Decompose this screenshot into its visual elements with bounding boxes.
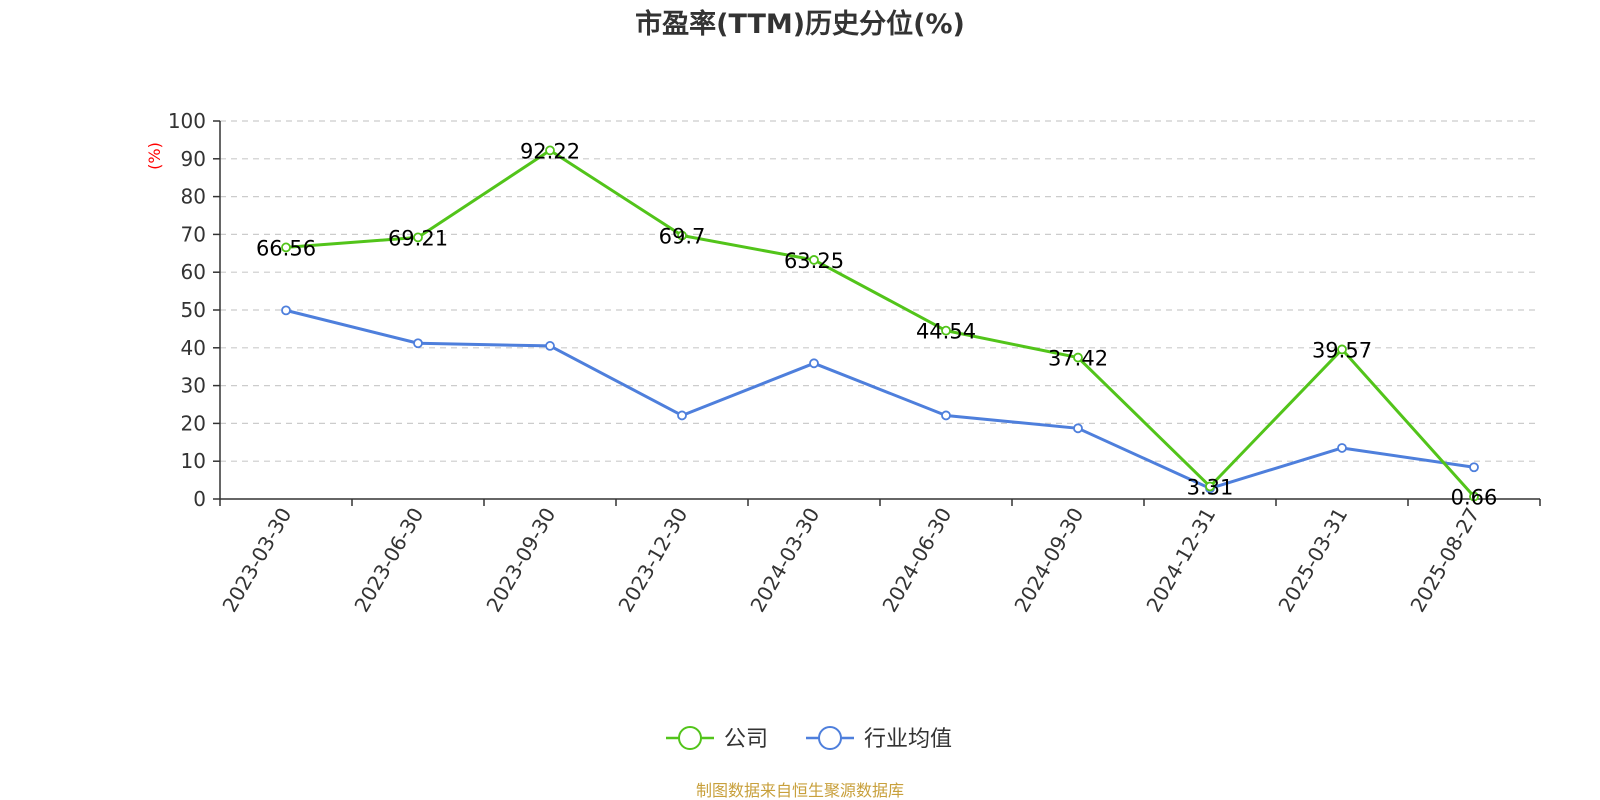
data-label: 69.21 [388, 226, 448, 250]
legend-label: 公司 [724, 727, 768, 752]
x-tick-label: 2023-03-30 [217, 504, 296, 617]
series-point-0 [281, 242, 291, 253]
legend[interactable]: 公司 行业均值 [666, 726, 952, 752]
x-tick-label: 2025-03-31 [1273, 504, 1352, 617]
y-tick-label: 0 [193, 487, 206, 511]
legend-item-1[interactable]: 行业均值 [806, 726, 952, 752]
x-axis: 2023-03-30 2023-06-30 2023-09-30 2023-12-30… [217, 498, 1541, 617]
y-tick-label: 40 [181, 336, 206, 360]
data-label: 44.54 [916, 320, 976, 344]
y-axis-label: (%) [145, 142, 164, 170]
data-labels: 66.56 69.21 92.22 69.7 63.25 44.54 37.42 3.31 39… [256, 139, 1497, 509]
series-point-0 [1337, 344, 1347, 355]
legend-label: 行业均值 [864, 727, 952, 752]
data-label: 39.57 [1312, 338, 1372, 362]
y-tick-label: 60 [181, 260, 206, 284]
data-label: 92.22 [520, 139, 580, 163]
series-point-1 [1073, 423, 1083, 434]
series-group [281, 145, 1479, 502]
x-tick-label: 2024-12-31 [1141, 504, 1220, 617]
series-point-1 [677, 410, 687, 421]
y-tick-label: 80 [181, 185, 206, 209]
y-tick-label: 10 [181, 449, 206, 473]
series-point-1 [809, 358, 819, 369]
x-tick-label: 2025-08-27 [1405, 504, 1484, 617]
data-label: 3.31 [1187, 475, 1234, 499]
y-tick-label: 20 [181, 411, 206, 435]
x-tick-label: 2023-06-30 [349, 504, 428, 617]
grid-lines [220, 120, 1540, 462]
data-label: 69.7 [659, 225, 706, 249]
series-point-0 [677, 230, 687, 241]
x-tick-label: 2024-09-30 [1009, 504, 1088, 617]
data-label: 0.66 [1451, 486, 1498, 510]
legend-item-0[interactable]: 公司 [666, 726, 768, 752]
series-line-0 [285, 148, 1476, 498]
y-tick-label: 70 [181, 222, 206, 246]
x-tick-label: 2023-09-30 [481, 504, 560, 617]
data-label: 37.42 [1048, 347, 1108, 371]
series-point-0 [413, 232, 423, 243]
series-point-1 [941, 410, 951, 421]
y-tick-label: 30 [181, 374, 206, 398]
y-tick-label: 90 [181, 147, 206, 171]
series-point-0 [1205, 481, 1215, 492]
legend-marker [678, 726, 702, 750]
series-point-1 [1337, 443, 1347, 453]
series-point-0 [809, 255, 819, 265]
series-point-0 [941, 325, 951, 336]
y-tick-label: 100 [168, 109, 206, 133]
data-label: 63.25 [784, 249, 844, 273]
series-point-1 [545, 341, 555, 351]
series-point-1 [281, 305, 291, 316]
series-line-1 [285, 308, 1475, 490]
series-point-0 [1073, 352, 1083, 363]
x-tick-label: 2023-12-30 [613, 504, 692, 617]
series-point-0 [1469, 491, 1479, 502]
series-point-1 [413, 338, 423, 349]
legend-marker [818, 726, 842, 750]
series-point-1 [1469, 462, 1479, 473]
source-note: 制图数据来自恒生聚源数据库 [696, 781, 904, 800]
y-tick-label: 50 [181, 298, 206, 322]
chart-title: 市盈率(TTM)历史分位(%) [635, 8, 965, 40]
y-axis: 0 10 20 30 40 50 60 70 80 90 100 [168, 109, 221, 511]
series-point-0 [545, 145, 555, 156]
data-label: 66.56 [256, 236, 316, 260]
x-tick-label: 2024-03-30 [745, 504, 824, 617]
x-tick-label: 2024-06-30 [877, 504, 956, 617]
